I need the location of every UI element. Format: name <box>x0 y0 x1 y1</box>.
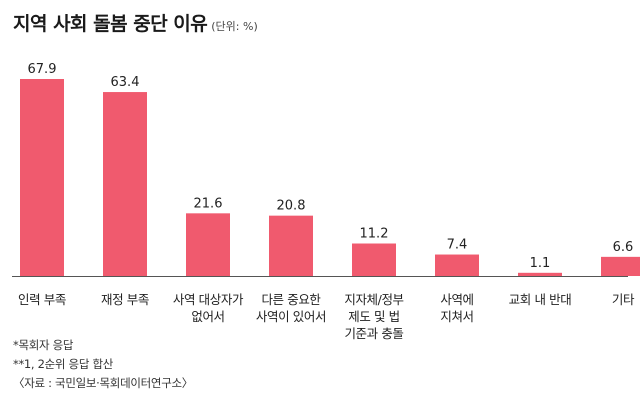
unit-label: (단위: %) <box>211 20 258 33</box>
category-label-line: 사역 대상자가 <box>173 292 244 307</box>
category-label-7: 기타 <box>612 292 635 307</box>
category-label-line: 인력 부족 <box>18 292 66 307</box>
category-label-line: 지자체/정부 <box>344 292 403 307</box>
bar-3 <box>269 215 313 276</box>
chart-title-row: 지역 사회 돌봄 중단 이유 (단위: %) <box>13 9 258 36</box>
category-label-line: 교회 내 반대 <box>509 292 572 307</box>
source-note: 〈자료 : 국민일보·목회데이터연구소〉 <box>13 376 193 390</box>
category-label-line: 기타 <box>612 292 635 307</box>
value-label-5: 7.4 <box>447 238 468 253</box>
value-label-6: 1.1 <box>530 256 551 271</box>
category-label-1: 재정 부족 <box>101 292 149 307</box>
value-label-4: 11.2 <box>360 227 389 242</box>
category-label-0: 인력 부족 <box>18 292 66 307</box>
bar-1 <box>103 92 147 276</box>
value-label-7: 6.6 <box>613 240 634 255</box>
category-label-line: 제도 및 법 <box>348 309 400 324</box>
chart-title: 지역 사회 돌봄 중단 이유 <box>13 13 208 35</box>
bar-5 <box>435 254 479 276</box>
category-label-line: 기준과 충돌 <box>344 326 403 340</box>
value-label-2: 21.6 <box>194 196 223 211</box>
category-label-line: 사역이 있어서 <box>256 309 326 324</box>
value-label-1: 63.4 <box>111 75 140 90</box>
category-label-line: 없어서 <box>191 309 224 324</box>
category-label-6: 교회 내 반대 <box>509 292 572 307</box>
category-label-line: 재정 부족 <box>101 292 149 307</box>
footnotes: *목회자 응답 **1, 2순위 응답 합산 〈자료 : 국민일보·목회데이터연… <box>13 336 193 393</box>
footnote-method: **1, 2순위 응답 합산 <box>13 357 114 371</box>
category-label-line: 지쳐서 <box>440 309 473 324</box>
category-label-line: 사역에 <box>440 292 473 307</box>
bar-6 <box>518 272 562 276</box>
bar-2 <box>186 213 230 276</box>
bar-7 <box>601 256 640 276</box>
value-label-3: 20.8 <box>277 199 306 214</box>
bar-4 <box>352 243 396 276</box>
bar-0 <box>20 79 64 276</box>
category-label-line: 다른 중요한 <box>261 292 321 307</box>
value-label-0: 67.9 <box>28 62 57 77</box>
footnote-respondent: *목회자 응답 <box>13 338 74 352</box>
